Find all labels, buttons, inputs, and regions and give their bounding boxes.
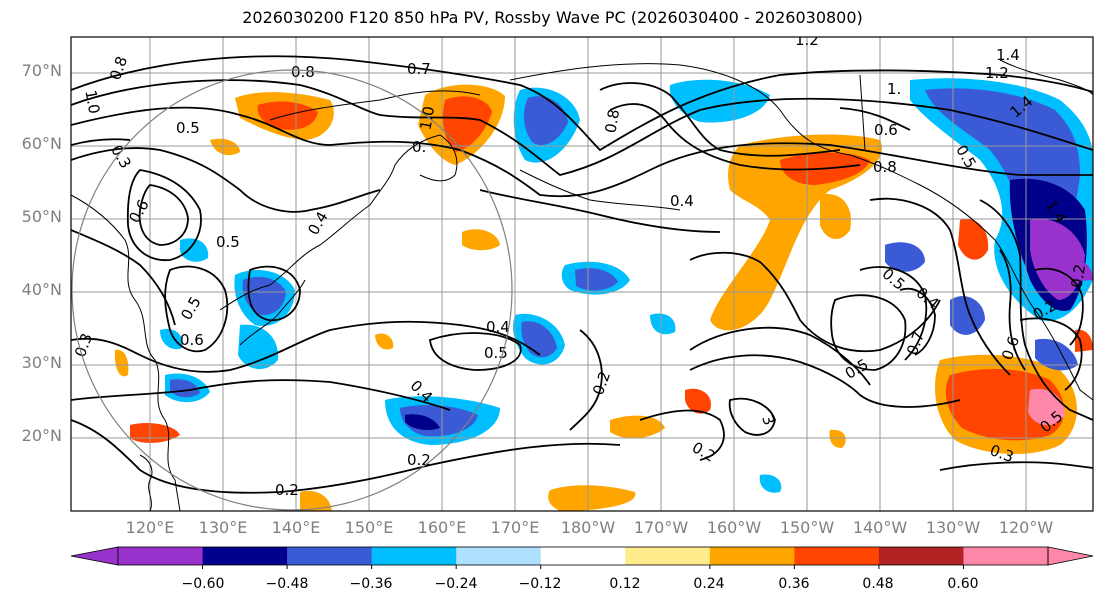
pv-contours xyxy=(71,55,1093,494)
lon-label-120e: 120°E xyxy=(125,518,175,537)
svg-text:0.8: 0.8 xyxy=(873,158,897,176)
lon-label-130e: 130°E xyxy=(198,518,248,537)
svg-text:1.2: 1.2 xyxy=(985,64,1009,82)
colorbar-bin xyxy=(456,547,542,565)
lat-label-20n: 20°N xyxy=(21,426,62,445)
lon-label-120w: 120°W xyxy=(998,518,1054,537)
svg-text:0.: 0. xyxy=(412,138,426,156)
lon-label-170w: 170°W xyxy=(633,518,689,537)
colorbar-bin xyxy=(540,547,626,565)
colorbar-bin xyxy=(963,547,1049,565)
colorbar-bin xyxy=(371,547,457,565)
svg-text:0.5: 0.5 xyxy=(216,233,240,251)
colorbar-bin xyxy=(794,547,880,565)
lon-label-140w: 140°W xyxy=(852,518,908,537)
svg-text:1.0: 1.0 xyxy=(416,105,438,132)
lat-label-40n: 40°N xyxy=(21,280,62,299)
svg-text:0.2: 0.2 xyxy=(1067,263,1089,290)
svg-text:0.4: 0.4 xyxy=(486,318,510,336)
svg-text:0.2: 0.2 xyxy=(275,481,299,499)
lon-label-160w: 160°W xyxy=(706,518,762,537)
colorbar-bin xyxy=(287,547,373,565)
colorbar xyxy=(70,546,1094,569)
lon-label-160e: 160°E xyxy=(417,518,467,537)
lon-label-170e: 170°E xyxy=(490,518,540,537)
map-frame xyxy=(70,36,1094,512)
lon-label-180w: 180°W xyxy=(560,518,616,537)
colorbar-tick-label: −0.36 xyxy=(349,576,393,592)
svg-text:0.6: 0.6 xyxy=(874,121,898,139)
svg-text:0.4: 0.4 xyxy=(670,192,694,210)
colorbar-tick-label: 0.48 xyxy=(862,576,894,592)
colorbar-extend-max xyxy=(1047,546,1094,566)
svg-text:1.2: 1.2 xyxy=(795,31,819,49)
colorbar-tick-label: −0.12 xyxy=(518,576,562,592)
lat-label-30n: 30°N xyxy=(21,353,62,372)
svg-text:1.: 1. xyxy=(887,80,901,98)
colorbar-bin xyxy=(878,547,964,565)
svg-text:0.8: 0.8 xyxy=(291,63,315,81)
colorbar-tick-label: 0.36 xyxy=(778,576,810,592)
svg-text:0.2: 0.2 xyxy=(407,451,431,469)
lon-label-140e: 140°E xyxy=(271,518,321,537)
svg-text:1.0: 1.0 xyxy=(81,89,103,116)
colorbar-tick-label: −0.60 xyxy=(181,576,225,592)
lon-label-150w: 150°W xyxy=(779,518,835,537)
svg-text:0.8: 0.8 xyxy=(601,108,623,135)
colorbar-tick-label: 0.60 xyxy=(947,576,979,592)
lat-label-60n: 60°N xyxy=(21,134,62,153)
svg-text:0.7: 0.7 xyxy=(407,60,431,78)
svg-text:1.4: 1.4 xyxy=(996,46,1020,64)
colorbar-frame xyxy=(117,546,1049,566)
colorbar-tick-label: −0.48 xyxy=(265,576,309,592)
lat-label-50n: 50°N xyxy=(21,207,62,226)
colorbar-bin xyxy=(202,547,288,565)
lat-label-70n: 70°N xyxy=(21,61,62,80)
colorbar-bin xyxy=(118,547,204,565)
colorbar-tick-label: 0.12 xyxy=(609,576,641,592)
lon-label-130w: 130°W xyxy=(925,518,981,537)
colorbar-tick-label: 0.24 xyxy=(693,576,725,592)
svg-text:0.5: 0.5 xyxy=(176,119,200,137)
colorbar-extend-min xyxy=(70,546,119,566)
colorbar-bin xyxy=(709,547,795,565)
colorbar-bin xyxy=(625,547,711,565)
lon-label-150e: 150°E xyxy=(344,518,394,537)
colorbar-tick-label: −0.24 xyxy=(434,576,478,592)
reference-circle xyxy=(71,69,513,511)
graticule xyxy=(71,37,1093,511)
page-title: 2026030200 F120 850 hPa PV, Rossby Wave … xyxy=(242,8,863,27)
svg-text:0.6: 0.6 xyxy=(180,331,204,349)
